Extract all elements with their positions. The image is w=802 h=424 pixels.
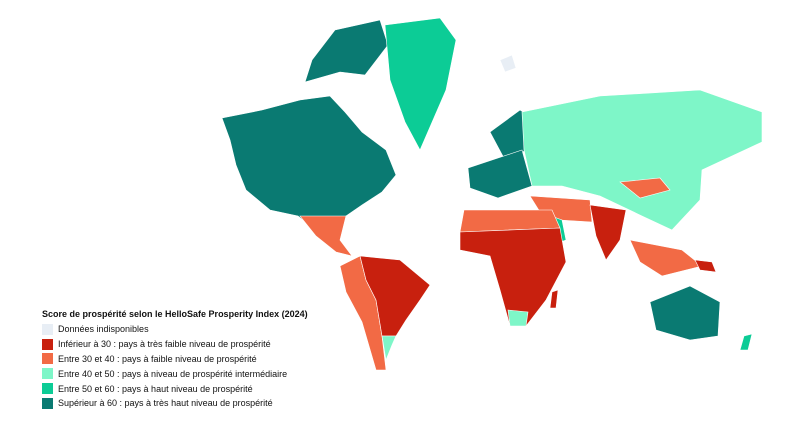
central-america (299, 215, 353, 257)
new-guinea (694, 259, 717, 273)
india (589, 204, 627, 261)
legend-swatch (42, 323, 53, 335)
southern-cone (381, 335, 397, 362)
legend-item: Entre 30 et 40 : pays à faible niveau de… (42, 352, 308, 367)
legend: Score de prospérité selon le HelloSafe P… (42, 309, 308, 411)
svalbard (499, 54, 517, 73)
legend-swatch (42, 338, 53, 350)
legend-label: Données indisponibles (58, 324, 149, 335)
legend-label: Entre 40 et 50 : pays à niveau de prospé… (58, 368, 288, 379)
south-america-east (359, 255, 431, 337)
north-america (221, 95, 397, 227)
legend-label: Entre 30 et 40 : pays à faible niveau de… (58, 353, 257, 364)
legend-item: Entre 50 et 60 : pays à haut niveau de p… (42, 381, 308, 396)
legend-swatch (42, 368, 53, 380)
legend-label: Entre 50 et 60 : pays à haut niveau de p… (58, 383, 253, 394)
legend-swatch (42, 353, 53, 365)
legend-item: Inférieur à 30 : pays à très faible nive… (42, 337, 308, 352)
new-zealand (739, 333, 753, 351)
mongolia (619, 177, 671, 199)
canada-arctic (304, 19, 389, 83)
madagascar (549, 289, 559, 309)
legend-item: Données indisponibles (42, 322, 308, 337)
europe (467, 149, 533, 199)
south-africa (507, 309, 529, 327)
southeast-asia (629, 239, 703, 277)
legend-swatch (42, 397, 53, 409)
russia-asia (521, 89, 763, 231)
australia (649, 285, 721, 341)
greenland (384, 17, 457, 151)
middle-east (529, 195, 593, 223)
legend-label: Supérieur à 60 : pays à très haut niveau… (58, 398, 273, 409)
legend-label: Inférieur à 30 : pays à très faible nive… (58, 339, 271, 350)
legend-swatch (42, 383, 53, 395)
legend-item: Supérieur à 60 : pays à très haut niveau… (42, 396, 308, 411)
legend-item: Entre 40 et 50 : pays à niveau de prospé… (42, 366, 308, 381)
legend-title: Score de prospérité selon le HelloSafe P… (42, 309, 308, 319)
